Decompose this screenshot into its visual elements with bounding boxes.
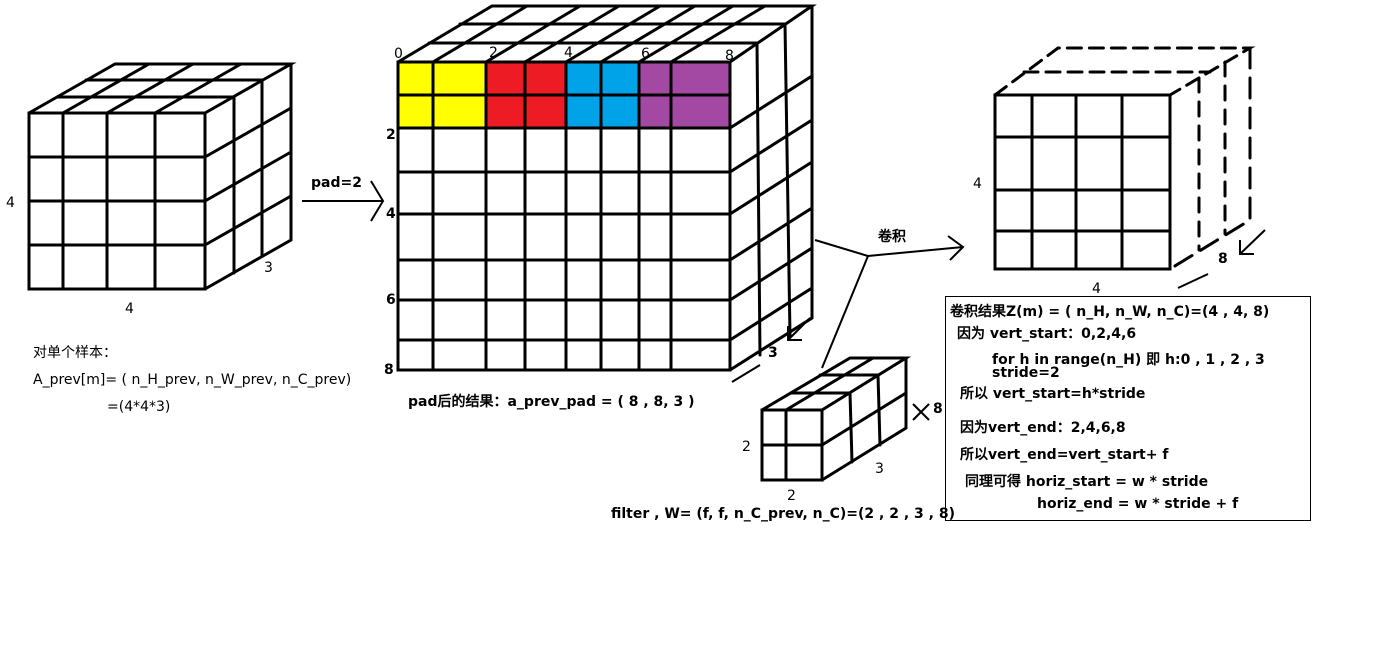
- pad-label: pad=2: [311, 175, 362, 191]
- pad-side-tick-4: 4: [386, 206, 396, 222]
- pad-tick-4: 4: [564, 45, 573, 61]
- filter-height-label: 2: [742, 439, 751, 455]
- notes-box: 卷积结果Z(m) = ( n_H, n_W, n_C)=(4 , 4, 8) 因…: [945, 296, 1311, 521]
- result-height-label: 4: [973, 176, 982, 192]
- pad-side-tick-2: 2: [386, 127, 396, 143]
- notes-line-9: horiz_end = w * stride + f: [1037, 496, 1239, 512]
- conv-arrow: [814, 235, 965, 369]
- notes-line-4: stride=2: [992, 365, 1060, 381]
- filter-width-label: 2: [787, 488, 796, 504]
- caption-line-3: =(4*4*3): [107, 399, 170, 415]
- conv-label: 卷积: [877, 228, 906, 245]
- result-width-label: 4: [1092, 281, 1101, 297]
- padded-caption: pad后的结果：a_prev_pad = ( 8 , 8, 3 ): [408, 393, 694, 410]
- filter-cube: [760, 356, 930, 482]
- pad-side-tick-6: 6: [386, 292, 396, 308]
- pad-tick-6: 6: [641, 46, 650, 62]
- notes-line-1: 卷积结果Z(m) = ( n_H, n_W, n_C)=(4 , 4, 8): [950, 304, 1270, 320]
- pad-arrow: [302, 180, 385, 222]
- filter-depth-label: 3: [875, 461, 884, 477]
- notes-line-5: 所以 vert_start=h*stride: [960, 386, 1146, 402]
- pad-tick-2: 2: [489, 45, 498, 61]
- notes-line-2: 因为 vert_start：0,2,4,6: [957, 326, 1137, 342]
- input-height-label: 4: [6, 195, 15, 211]
- padded-cube: [396, 4, 817, 383]
- notes-line-7: 所以vert_end=vert_start+ f: [960, 447, 1169, 463]
- input-depth-label: 3: [264, 260, 273, 276]
- result-cube: [993, 46, 1266, 289]
- filter-count-label: 8: [933, 401, 943, 417]
- caption-line-1: 对单个样本：: [33, 345, 117, 361]
- pad-tick-8: 8: [725, 48, 734, 64]
- input-width-label: 4: [125, 301, 134, 317]
- result-depth-label: 8: [1218, 251, 1228, 267]
- notes-line-3: for h in range(n_H) 即 h:0 , 1 , 2 , 3: [992, 352, 1265, 368]
- notes-line-8: 同理可得 horiz_start = w * stride: [965, 474, 1209, 490]
- pad-side-tick-8: 8: [384, 362, 394, 378]
- notes-line-6: 因为vert_end：2,4,6,8: [960, 420, 1126, 436]
- caption-line-2: A_prev[m]= ( n_H_prev, n_W_prev, n_C_pre…: [33, 372, 351, 388]
- filter-caption: filter , W= (f, f, n_C_prev, n_C)=(2 , 2…: [611, 506, 955, 522]
- pad-tick-0: 0: [394, 46, 403, 62]
- input-cube: [27, 62, 297, 291]
- pad-depth-label: 3: [768, 345, 778, 361]
